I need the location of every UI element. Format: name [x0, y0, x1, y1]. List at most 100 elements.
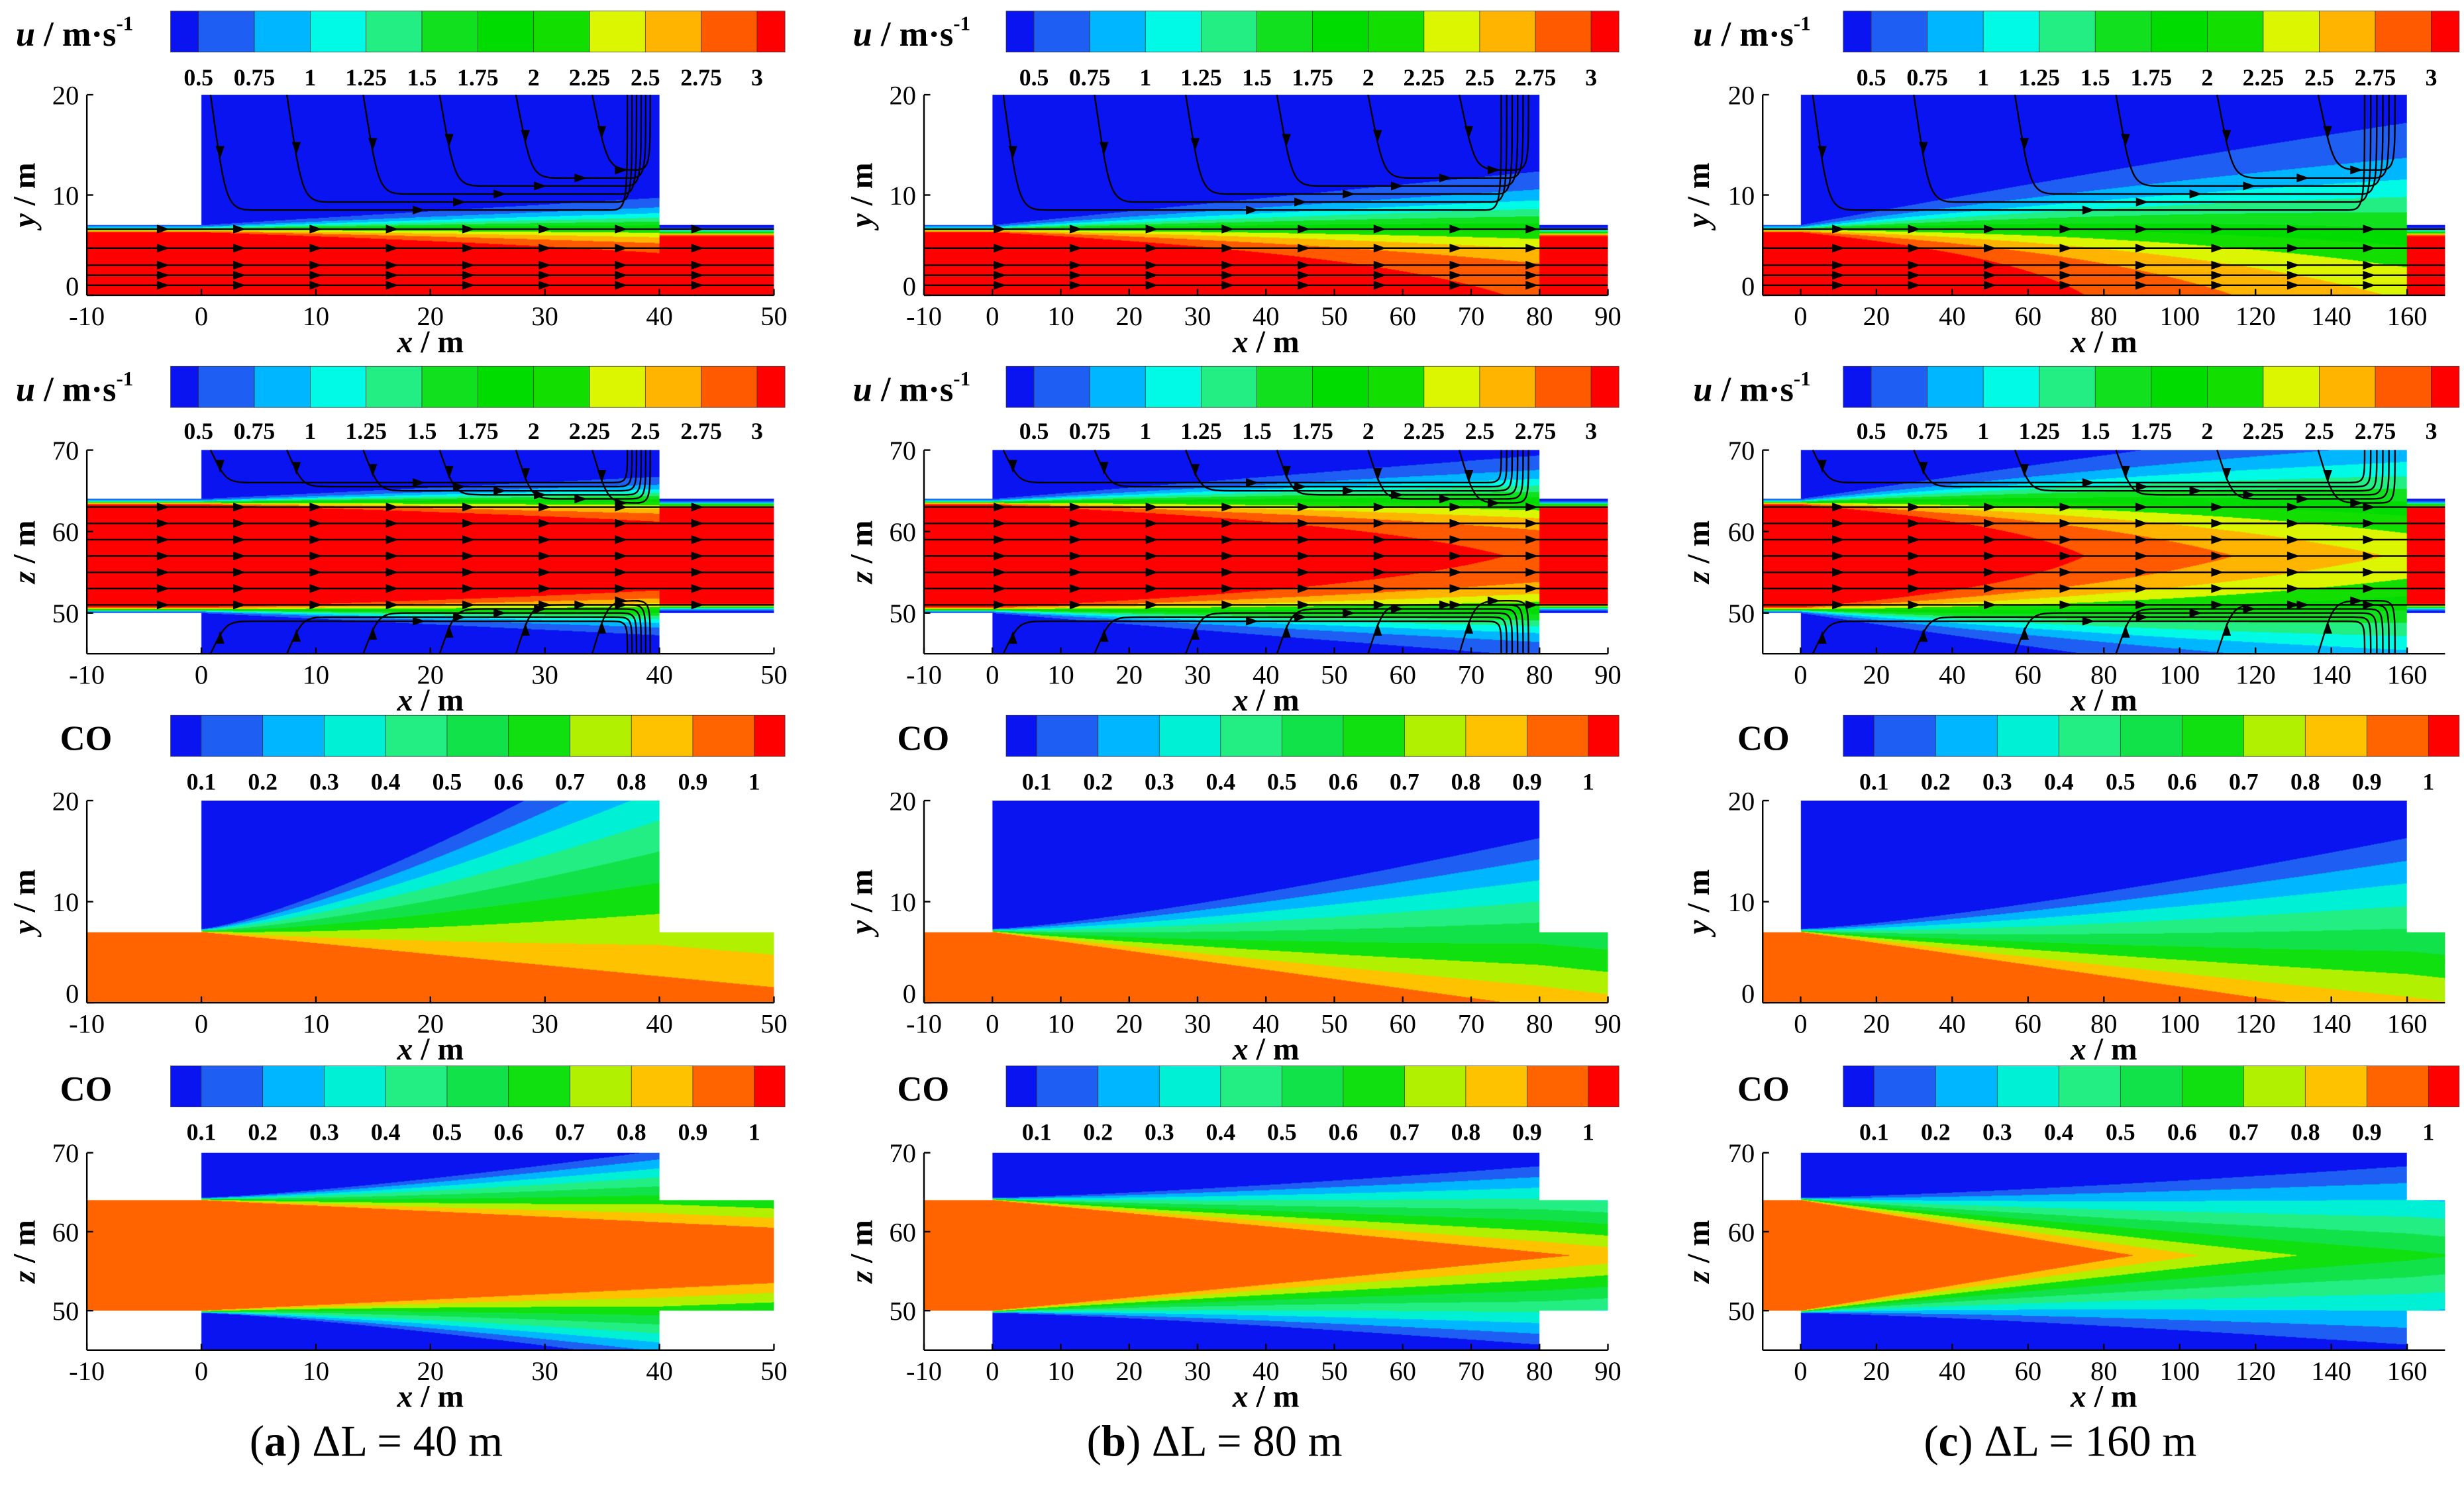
colorbar-tick-label: 0.4 [371, 1119, 401, 1146]
colorbar-cell [1098, 1065, 1160, 1107]
colorbar-tick-label: 1 [1977, 64, 1989, 91]
colorbar-tick-label: 1 [1139, 64, 1151, 91]
streamline-arrow [534, 604, 547, 614]
colorbar-tick-label: 1.25 [345, 418, 387, 444]
streamline-arrow [2211, 568, 2224, 577]
streamline-arrow [1373, 551, 1386, 561]
colorbar-tick-label: 0.75 [234, 64, 276, 91]
streamline-arrow [691, 535, 704, 544]
streamline-arrow [2286, 503, 2300, 512]
streamline-arrow [2135, 551, 2149, 561]
streamline-arrow [2059, 568, 2073, 577]
streamline-arrow [1439, 494, 1453, 504]
x-tick-label: 10 [303, 1356, 330, 1386]
streamline-arrow [597, 470, 607, 483]
streamline-arrow [2222, 130, 2232, 143]
streamline-arrow [2082, 205, 2095, 215]
streamline-arrow [2135, 613, 2149, 622]
streamline-arrow [1145, 519, 1158, 528]
streamline-arrow [462, 600, 475, 610]
streamline [1812, 94, 2366, 211]
colorbar-cell [1843, 715, 1874, 757]
x-tick-label: 30 [531, 1356, 558, 1386]
streamline-arrow [462, 503, 475, 512]
streamline-arrow [385, 535, 399, 544]
colorbar-tick-label: 0.4 [1206, 768, 1235, 795]
colorbar-tick-label: 3 [1585, 64, 1597, 91]
caption-a: aΔL = 40 m [250, 1418, 503, 1468]
streamline-arrow [2350, 596, 2363, 605]
colorbar-tick-label: 1 [1139, 418, 1151, 444]
x-tick-label: 60 [1390, 301, 1417, 331]
x-tick-label: 50 [760, 1009, 788, 1039]
streamline-arrow [493, 609, 507, 618]
streamline-arrow [994, 260, 1007, 270]
y-tick-label: 20 [890, 80, 917, 110]
streamline-arrow [1908, 281, 1921, 290]
colorbar-title: u / m·s-1 [853, 367, 970, 409]
streamline-arrow [462, 260, 475, 270]
colorbar-cell [1873, 1065, 1936, 1107]
colorbar-cell [1935, 715, 1998, 757]
y-tick-label: 10 [52, 181, 79, 211]
colorbar-tick-label: 2.75 [1515, 64, 1557, 91]
streamline-arrow [309, 600, 323, 610]
streamline-arrow [2363, 535, 2376, 544]
streamline-arrow [233, 503, 246, 512]
colorbar-cell [1590, 11, 1619, 53]
streamline-arrow [493, 486, 507, 495]
colorbar-cell [754, 715, 786, 757]
streamline-arrow [1145, 568, 1158, 577]
x-tick-label: 60 [2015, 660, 2042, 690]
y-axis-label: y / m [1682, 869, 1716, 938]
streamline-arrow [233, 270, 246, 280]
streamline-arrow [1342, 609, 1356, 618]
colorbar-tick-label: 0.3 [309, 1119, 339, 1146]
x-tick-label: 40 [646, 301, 673, 331]
colorbar-tick-label: 0.1 [1022, 768, 1052, 795]
colorbar-cell [170, 11, 199, 53]
x-tick-label: 140 [2311, 1009, 2351, 1039]
streamline-arrow [1221, 600, 1235, 610]
colorbar-cell [1590, 366, 1619, 408]
streamline-arrow [615, 498, 628, 508]
y-axis-label: y / m [1682, 162, 1716, 230]
x-tick-label: 0 [1794, 660, 1807, 690]
x-axis-label: x / m [1232, 683, 1300, 718]
streamline-arrow [1221, 568, 1235, 577]
streamline-arrow [1439, 600, 1453, 610]
x-tick-label: 40 [1253, 301, 1280, 331]
streamline-arrow [1373, 519, 1386, 528]
streamline-arrow [1221, 503, 1235, 512]
x-tick-label: 100 [2159, 660, 2200, 690]
colorbar-cell [170, 715, 202, 757]
colorbar-tick-label: 0.5 [433, 1119, 462, 1146]
colorbar-cell [1089, 366, 1146, 408]
streamline [286, 450, 633, 488]
streamline-arrow [1908, 260, 1921, 270]
x-tick-label: 160 [2387, 1356, 2428, 1386]
streamline-arrow [1221, 244, 1235, 253]
streamline [515, 94, 647, 179]
streamline-arrow [1373, 281, 1386, 290]
x-tick-label: 60 [2015, 1009, 2042, 1039]
y-tick-label: 60 [52, 1217, 79, 1247]
streamline [1094, 450, 1508, 488]
colorbar-tick-label: 2.75 [2355, 418, 2396, 444]
y-tick-label: 70 [1728, 1138, 1755, 1168]
y-tick-label: 70 [52, 436, 79, 466]
streamline-arrow [2135, 503, 2149, 512]
colorbar-cell [701, 11, 758, 53]
streamline-arrow [1818, 631, 1827, 644]
streamline [1458, 94, 1529, 171]
streamline [286, 616, 633, 654]
colorbar-cell [2120, 715, 2182, 757]
streamline-arrow [1908, 270, 1921, 280]
streamline-arrow [2363, 568, 2376, 577]
colorbar-cell [508, 715, 570, 757]
streamline-arrow [291, 462, 301, 475]
x-tick-label: 10 [1047, 660, 1074, 690]
colorbar-tick-label: 0.5 [2106, 768, 2135, 795]
streamline-arrow [1298, 270, 1311, 280]
x-tick-label: 0 [986, 1356, 999, 1386]
